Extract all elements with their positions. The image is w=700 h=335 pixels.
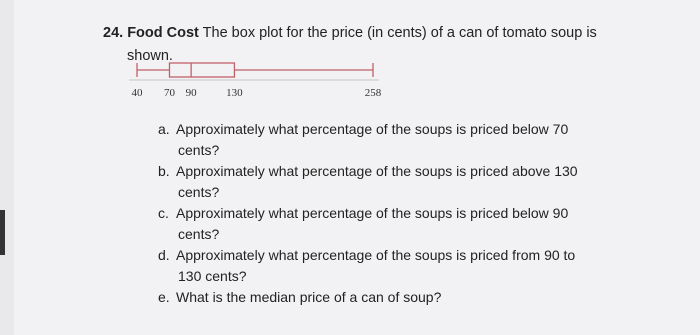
problem-heading: 24. Food Cost The box plot for the price… [103,22,597,44]
box [168,62,236,78]
question-label: a. [158,121,170,137]
axis-label: 130 [226,87,243,99]
textbook-page [14,0,700,335]
question-text: Approximately what percentage of the sou… [176,247,576,263]
question-text-cont: cents? [178,184,220,200]
axis-label: 90 [186,87,198,99]
question-text: What is the median price of a can of sou… [176,289,442,305]
axis-label: 40 [132,87,144,99]
problem-text: The box plot for the price (in cents) of… [202,25,597,41]
question-text: Approximately what percentage of the sou… [176,205,569,221]
problem-title: Food Cost [127,25,199,41]
question-label: b. [158,163,170,179]
box-plot: 40 70 90 130 258 [129,62,382,99]
problem-number: 24. [103,25,124,41]
question: a. Approximately what percentage of the s… [158,119,628,161]
question-label: c. [158,205,169,221]
binding-edge [0,210,5,255]
question-text-cont: cents? [178,142,220,158]
question: e. What is the median price of a can of s… [158,287,628,308]
question-text: Approximately what percentage of the sou… [176,121,569,137]
question-label: d. [158,247,170,263]
question-text-cont: 130 cents? [178,268,247,284]
question: c. Approximately what percentage of the s… [158,203,628,245]
axis-label: 70 [164,87,176,99]
axis-label: 258 [365,87,382,99]
problem-text-cont: shown. [127,48,173,64]
question-text: Approximately what percentage of the sou… [176,163,578,179]
question-label: e. [158,289,170,305]
question: b. Approximately what percentage of the s… [158,161,628,203]
question-text-cont: cents? [178,226,220,242]
question: d. Approximately what percentage of the s… [158,245,628,287]
